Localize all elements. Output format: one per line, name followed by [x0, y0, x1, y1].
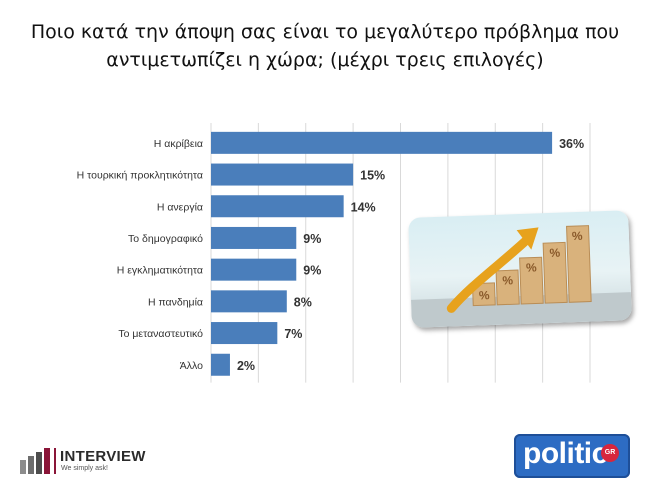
politic-name: politic [523, 437, 608, 470]
title-line-1: Ποιο κατά την άποψη σας είναι το μεγαλύτ… [30, 21, 620, 43]
bar [211, 226, 297, 249]
category-label: Άλλο [180, 360, 203, 372]
svg-text:%: % [572, 229, 583, 243]
value-label: 36% [559, 137, 584, 151]
category-labels: Η ακρίβεια Η τουρκική προκλητικότητα Η ανε… [77, 138, 204, 372]
chart-title: Ποιο κατά την άποψη σας είναι το μεγαλύτ… [0, 18, 650, 74]
politic-badge: GR [601, 444, 619, 462]
value-label: 2% [237, 359, 255, 373]
bar [211, 353, 230, 376]
bar [211, 290, 287, 313]
interview-tagline: We simply ask! [61, 465, 108, 472]
value-label: 15% [360, 169, 385, 183]
value-label: 7% [284, 327, 302, 341]
politic-logo: politic GR [514, 434, 630, 478]
value-labels: 36% 15% 14% 9% 9% 8% 7% 2% [237, 137, 584, 373]
bar [211, 131, 553, 154]
interview-bars-icon [20, 448, 56, 474]
svg-text:%: % [526, 260, 537, 274]
svg-text:%: % [502, 273, 513, 287]
value-label: 14% [351, 200, 376, 214]
category-label: Η πανδημία [148, 296, 203, 308]
chart-bars [211, 131, 553, 376]
title-line-2: αντιμετωπίζει η χώρα; (μέχρι τρεις επιλο… [106, 49, 544, 71]
svg-text:%: % [549, 246, 560, 260]
category-label: Η εγκληματικότητα [117, 265, 203, 277]
interview-logo: INTERVIEW We simply ask! [18, 446, 168, 476]
bar [211, 195, 344, 218]
value-label: 9% [303, 232, 321, 246]
category-label: Το δημογραφικό [128, 233, 203, 245]
category-label: Η ανεργία [157, 201, 203, 213]
interview-name: INTERVIEW [60, 448, 146, 465]
bar [211, 322, 278, 345]
value-label: 9% [303, 264, 321, 278]
value-label: 8% [294, 295, 312, 309]
bar [211, 163, 354, 186]
category-label: Η ακρίβεια [154, 138, 203, 150]
category-label: Το μεταναστευτικό [118, 328, 203, 340]
svg-text:%: % [479, 288, 490, 302]
category-label: Η τουρκική προκλητικότητα [77, 170, 203, 182]
bar [211, 258, 297, 281]
growth-blocks-photo: % % % % % [408, 210, 632, 328]
